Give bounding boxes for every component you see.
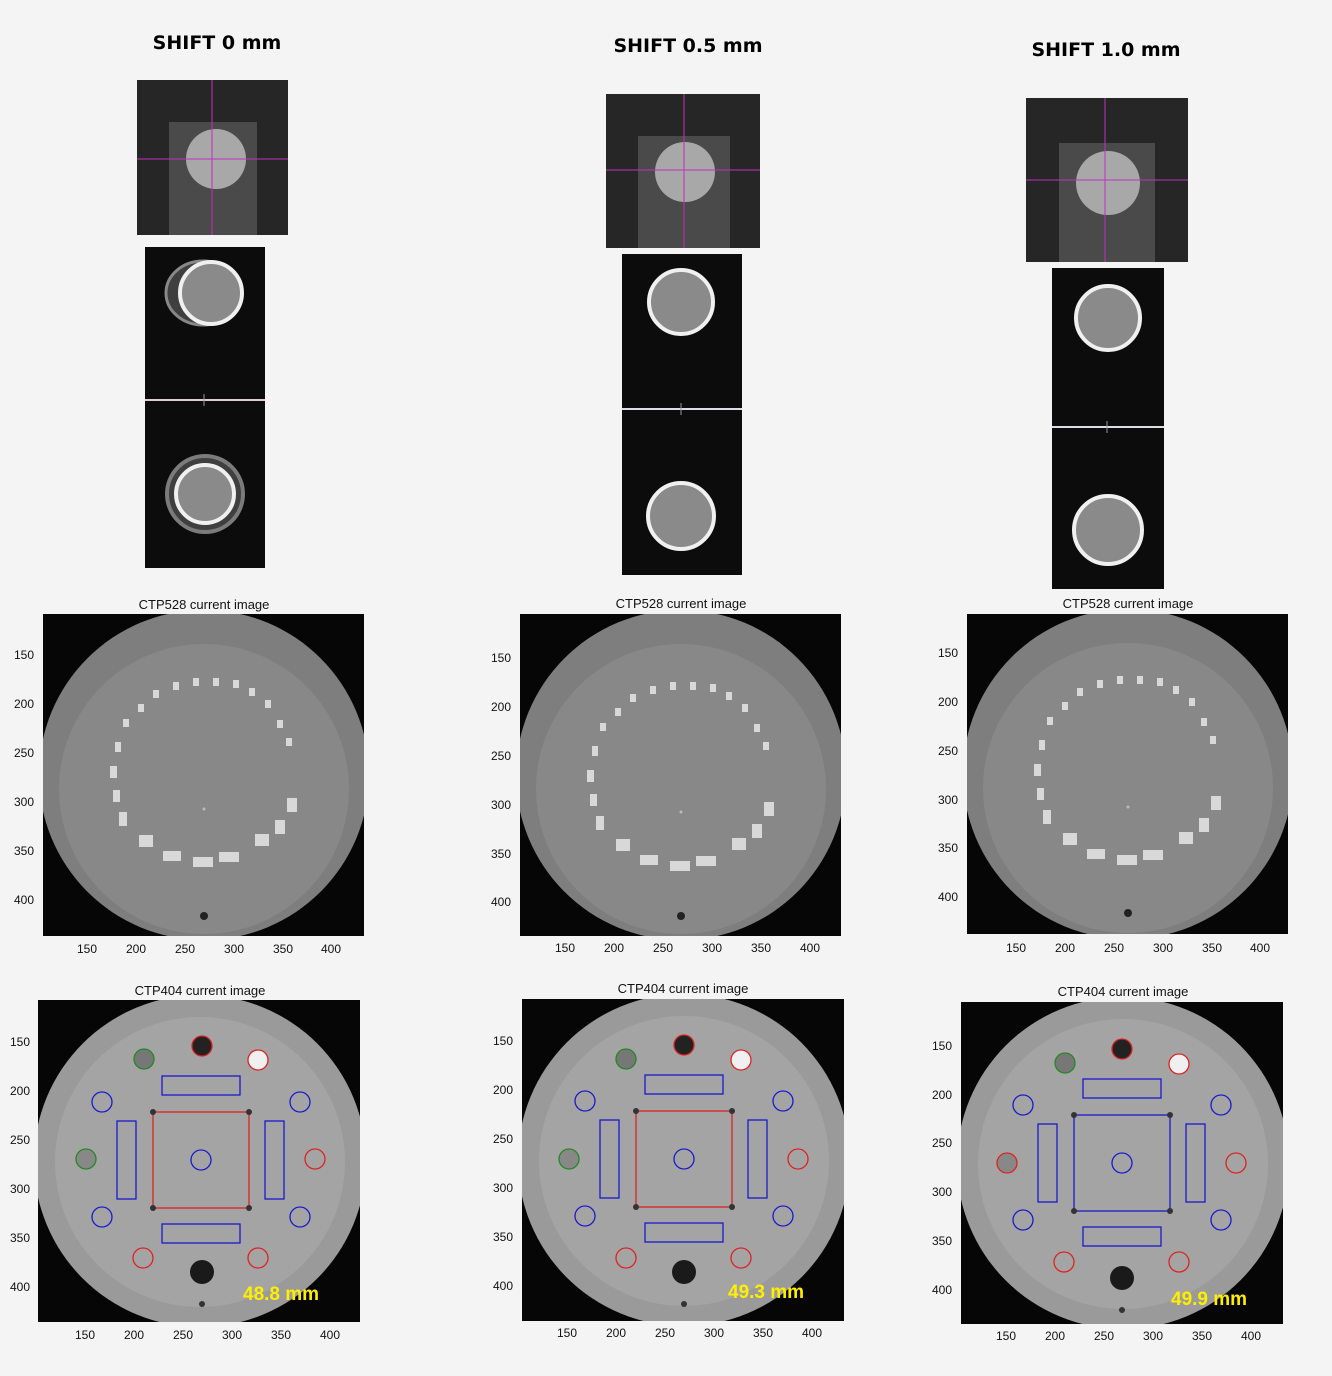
distance-measurement: 49.3 mm	[728, 1282, 805, 1303]
x-tick: 200	[124, 1328, 145, 1342]
axial-stack-image	[622, 254, 742, 575]
y-tick: 400	[938, 890, 959, 904]
ctp404-image	[522, 999, 844, 1321]
x-tick: 250	[1094, 1329, 1115, 1343]
sagittal-view-image	[606, 94, 760, 248]
x-tick: 350	[271, 1328, 292, 1342]
axial-stack-image	[145, 247, 265, 568]
ctp528-title: CTP528 current image	[1062, 596, 1194, 611]
y-tick: 300	[10, 1182, 31, 1196]
y-tick: 150	[14, 648, 35, 662]
y-tick: 250	[10, 1133, 31, 1147]
y-tick: 350	[491, 847, 512, 861]
y-tick: 200	[938, 695, 959, 709]
x-tick: 250	[173, 1328, 194, 1342]
y-tick: 400	[932, 1283, 953, 1297]
x-tick: 150	[996, 1329, 1017, 1343]
ctp528-image	[967, 614, 1288, 934]
y-tick: 200	[932, 1088, 953, 1102]
x-tick: 300	[1143, 1329, 1164, 1343]
x-tick: 150	[75, 1328, 96, 1342]
column-title-shift-1.0: SHIFT 1.0 mm	[1031, 39, 1181, 61]
x-tick: 400	[320, 1328, 341, 1342]
x-tick: 400	[800, 941, 821, 955]
y-tick: 300	[932, 1185, 953, 1199]
x-tick: 250	[1104, 941, 1125, 955]
x-tick: 200	[604, 941, 625, 955]
ctp404-image	[38, 1000, 360, 1322]
ctp528-image	[520, 614, 841, 936]
axial-stack-image	[1052, 268, 1164, 589]
y-tick: 150	[493, 1034, 514, 1048]
x-tick: 350	[273, 942, 294, 956]
x-tick: 300	[702, 941, 723, 955]
x-tick: 200	[606, 1326, 627, 1340]
sagittal-view-image	[137, 80, 288, 235]
x-tick: 350	[1202, 941, 1223, 955]
ctp404-title: CTP404 current image	[134, 983, 266, 998]
x-tick: 200	[1055, 941, 1076, 955]
y-tick: 250	[493, 1132, 514, 1146]
y-tick: 300	[493, 1181, 514, 1195]
x-tick: 350	[751, 941, 772, 955]
y-tick: 350	[938, 841, 959, 855]
x-tick: 300	[224, 942, 245, 956]
y-tick: 200	[10, 1084, 31, 1098]
y-tick: 400	[14, 893, 35, 907]
y-tick: 250	[938, 744, 959, 758]
y-tick: 150	[491, 651, 512, 665]
x-tick: 250	[655, 1326, 676, 1340]
y-tick: 250	[491, 749, 512, 763]
x-tick: 300	[222, 1328, 243, 1342]
y-tick: 300	[491, 798, 512, 812]
column-title-shift-0.5: SHIFT 0.5 mm	[613, 35, 763, 57]
y-tick: 400	[493, 1279, 514, 1293]
ctp528-title: CTP528 current image	[138, 597, 270, 612]
y-tick: 200	[491, 700, 512, 714]
x-tick: 250	[175, 942, 196, 956]
x-tick: 350	[1192, 1329, 1213, 1343]
x-tick: 400	[321, 942, 342, 956]
y-tick: 250	[14, 746, 35, 760]
distance-measurement: 48.8 mm	[243, 1284, 320, 1305]
x-tick: 150	[557, 1326, 578, 1340]
ctp404-title: CTP404 current image	[617, 981, 749, 996]
ctp404-image	[961, 1002, 1283, 1324]
y-tick: 200	[493, 1083, 514, 1097]
y-tick: 350	[932, 1234, 953, 1248]
y-tick: 150	[938, 646, 959, 660]
ctp528-title: CTP528 current image	[615, 596, 747, 611]
sagittal-view-image	[1026, 98, 1188, 262]
x-tick: 350	[753, 1326, 774, 1340]
x-tick: 400	[1241, 1329, 1262, 1343]
x-tick: 300	[704, 1326, 725, 1340]
y-tick: 400	[10, 1280, 31, 1294]
y-tick: 300	[14, 795, 35, 809]
line-pair-bars	[110, 678, 297, 867]
y-tick: 350	[493, 1230, 514, 1244]
x-tick: 300	[1153, 941, 1174, 955]
x-tick: 200	[126, 942, 147, 956]
x-tick: 400	[1250, 941, 1271, 955]
y-tick: 350	[10, 1231, 31, 1245]
distance-measurement: 49.9 mm	[1171, 1289, 1248, 1310]
x-tick: 150	[77, 942, 98, 956]
x-tick: 250	[653, 941, 674, 955]
x-tick: 150	[555, 941, 576, 955]
y-tick: 250	[932, 1136, 953, 1150]
x-tick: 400	[802, 1326, 823, 1340]
y-tick: 350	[14, 844, 35, 858]
x-tick: 200	[1045, 1329, 1066, 1343]
ctp404-title: CTP404 current image	[1057, 984, 1189, 999]
y-tick: 150	[932, 1039, 953, 1053]
ctp528-image	[43, 614, 364, 936]
column-title-shift-0: SHIFT 0 mm	[152, 32, 282, 54]
y-tick: 300	[938, 793, 959, 807]
y-tick: 200	[14, 697, 35, 711]
y-tick: 400	[491, 895, 512, 909]
y-tick: 150	[10, 1035, 31, 1049]
x-tick: 150	[1006, 941, 1027, 955]
